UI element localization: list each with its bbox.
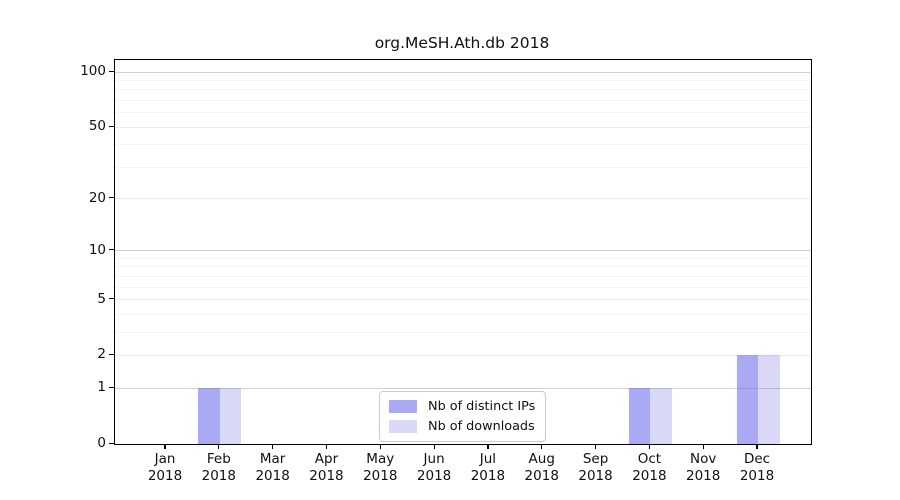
bar-downloads-dec (758, 355, 780, 444)
bar-distinct-ips-dec (736, 355, 759, 444)
x-axis-label: Aug 2018 (524, 451, 559, 484)
x-axis-tick (702, 444, 704, 449)
gridline-sub (115, 354, 811, 356)
gridline-minor (115, 166, 811, 168)
y-axis-label: 20 (88, 189, 106, 206)
y-axis-tick (109, 386, 114, 388)
y-axis-tick (109, 298, 114, 300)
gridline-major (115, 71, 811, 73)
x-axis-tick (272, 444, 274, 449)
gridline-major (115, 250, 811, 252)
x-axis-tick (487, 444, 489, 449)
y-axis-label: 50 (88, 118, 106, 135)
y-axis-label: 5 (97, 290, 106, 307)
gridline-minor (115, 275, 811, 277)
y-axis-label: 1 (97, 379, 106, 396)
y-axis-tick (109, 353, 114, 356)
gridline-sub (115, 299, 811, 301)
x-axis-label: Sep 2018 (578, 451, 613, 484)
x-axis-tick (433, 444, 435, 449)
gridline-minor (115, 89, 811, 91)
plot-area: Nb of distinct IPs Nb of downloads (114, 59, 812, 445)
gridline-major (115, 387, 811, 389)
legend: Nb of distinct IPs Nb of downloads (379, 391, 547, 442)
x-axis-label: Nov 2018 (686, 451, 721, 484)
legend-label-distinct-ips: Nb of distinct IPs (428, 399, 536, 414)
gridline-minor (115, 144, 811, 146)
x-axis-label: Jan 2018 (147, 451, 183, 484)
gridline-minor (115, 331, 811, 333)
bar-distinct-ips-feb (198, 388, 220, 444)
x-axis-tick (325, 444, 328, 449)
legend-swatch-downloads (389, 420, 417, 433)
y-axis-tick (109, 442, 114, 444)
x-axis-label: Feb 2018 (201, 451, 236, 484)
gridline-minor (115, 257, 811, 259)
chart-title: org.MeSH.Ath.db 2018 (374, 34, 550, 52)
x-axis-tick (218, 444, 220, 449)
gridline-minor (115, 313, 811, 315)
bar-downloads-oct (650, 388, 672, 444)
x-axis-tick (648, 444, 650, 449)
gridline-sub (115, 198, 811, 200)
y-axis-tick (109, 70, 114, 72)
x-axis-label: Oct 2018 (632, 451, 667, 484)
bar-distinct-ips-oct (628, 388, 651, 444)
bar-downloads-feb (219, 388, 242, 444)
x-axis-label: Mar 2018 (255, 451, 290, 484)
y-axis-label: 0 (97, 435, 106, 451)
y-axis-tick (109, 197, 114, 199)
y-axis-tick (109, 249, 114, 251)
legend-label-downloads: Nb of downloads (428, 419, 535, 434)
x-axis-label: Jul 2018 (470, 451, 506, 484)
gridline-minor (115, 79, 811, 81)
x-axis-label: Jun 2018 (416, 451, 452, 484)
x-axis-tick (594, 444, 597, 449)
gridline-minor (115, 266, 811, 268)
y-axis-label: 2 (97, 346, 106, 363)
y-axis-label: 10 (88, 241, 106, 258)
gridline-minor (115, 286, 811, 288)
legend-item-downloads: Nb of downloads (389, 419, 535, 434)
legend-item-distinct-ips: Nb of distinct IPs (389, 399, 535, 414)
x-axis-label: Dec 2018 (739, 451, 775, 484)
x-axis-tick (756, 444, 758, 449)
x-axis-tick (541, 444, 543, 449)
x-axis-tick (164, 444, 166, 449)
x-axis-tick (379, 444, 381, 449)
y-axis-label: 100 (80, 63, 106, 79)
gridline-minor (115, 99, 811, 101)
gridline-minor (115, 112, 811, 114)
x-axis-label: May 2018 (363, 451, 398, 484)
legend-swatch-distinct-ips (389, 400, 417, 413)
x-axis-label: Apr 2018 (309, 451, 344, 484)
y-axis-tick (109, 125, 114, 127)
gridline-sub (115, 126, 811, 128)
